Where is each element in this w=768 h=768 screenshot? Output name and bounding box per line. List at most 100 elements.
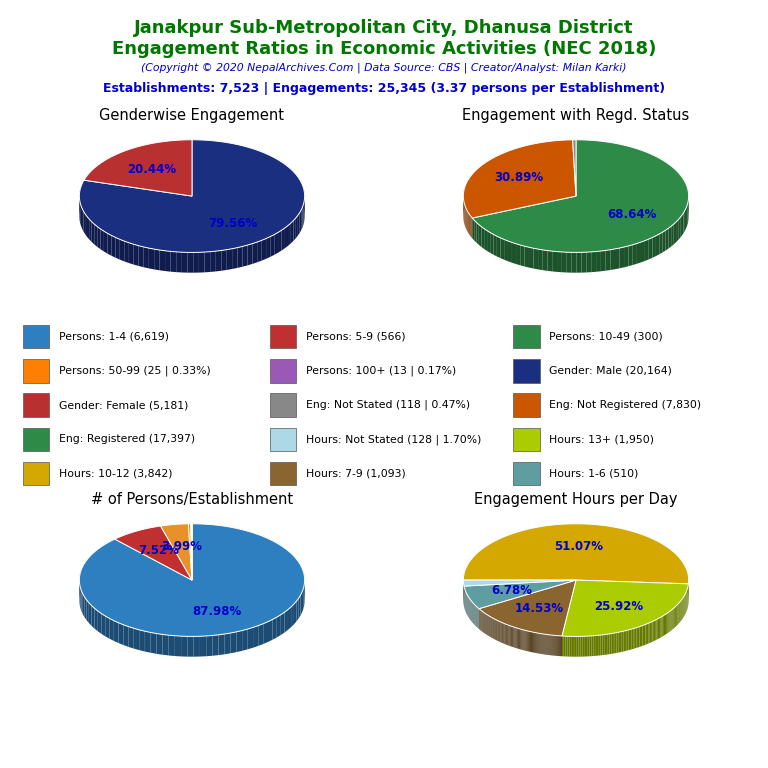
Polygon shape (677, 604, 678, 624)
Polygon shape (276, 614, 281, 637)
Polygon shape (242, 629, 248, 650)
Polygon shape (668, 611, 670, 633)
Polygon shape (561, 636, 562, 656)
Polygon shape (638, 627, 640, 647)
Polygon shape (128, 627, 134, 648)
Polygon shape (478, 224, 482, 247)
Polygon shape (581, 252, 586, 273)
Polygon shape (258, 624, 263, 646)
Polygon shape (569, 637, 571, 657)
Polygon shape (284, 610, 288, 633)
Polygon shape (640, 626, 641, 647)
Polygon shape (293, 218, 296, 241)
Polygon shape (553, 635, 554, 656)
Polygon shape (509, 625, 510, 646)
Polygon shape (213, 635, 219, 656)
FancyBboxPatch shape (270, 359, 296, 382)
Polygon shape (262, 239, 266, 260)
Polygon shape (479, 580, 576, 636)
Polygon shape (81, 206, 82, 229)
Polygon shape (94, 224, 98, 247)
Polygon shape (653, 236, 656, 258)
Polygon shape (514, 627, 515, 647)
Polygon shape (101, 614, 105, 637)
Polygon shape (108, 233, 111, 256)
Polygon shape (282, 228, 285, 250)
Polygon shape (149, 248, 154, 270)
Polygon shape (219, 634, 224, 655)
Polygon shape (120, 240, 124, 261)
Polygon shape (502, 623, 503, 644)
Polygon shape (463, 524, 689, 584)
Text: Eng: Not Registered (7,830): Eng: Not Registered (7,830) (549, 400, 701, 410)
Polygon shape (525, 247, 529, 267)
Polygon shape (134, 244, 138, 266)
Polygon shape (568, 636, 569, 657)
Polygon shape (85, 214, 87, 237)
Polygon shape (625, 631, 627, 651)
Polygon shape (586, 636, 588, 657)
Polygon shape (599, 635, 601, 656)
Polygon shape (666, 228, 668, 250)
Polygon shape (299, 595, 300, 618)
Polygon shape (507, 624, 508, 645)
Polygon shape (631, 628, 634, 649)
Polygon shape (84, 211, 85, 234)
Polygon shape (602, 634, 604, 655)
Polygon shape (666, 613, 667, 634)
Polygon shape (672, 608, 674, 630)
Polygon shape (540, 634, 541, 654)
Polygon shape (588, 636, 590, 657)
Polygon shape (487, 230, 490, 253)
Polygon shape (518, 628, 519, 649)
Polygon shape (620, 631, 622, 652)
Text: Gender: Female (5,181): Gender: Female (5,181) (59, 400, 188, 410)
Polygon shape (651, 621, 653, 642)
Polygon shape (641, 240, 645, 263)
FancyBboxPatch shape (270, 393, 296, 417)
Polygon shape (684, 210, 685, 233)
Polygon shape (615, 633, 617, 654)
Text: 14.53%: 14.53% (515, 602, 564, 615)
Polygon shape (500, 621, 501, 642)
Polygon shape (109, 618, 114, 641)
Polygon shape (161, 524, 192, 580)
Polygon shape (618, 632, 620, 653)
Polygon shape (560, 636, 561, 656)
Polygon shape (557, 636, 558, 656)
Polygon shape (475, 220, 476, 243)
Polygon shape (124, 624, 128, 647)
Polygon shape (111, 236, 115, 258)
Polygon shape (513, 627, 514, 647)
Polygon shape (194, 253, 199, 273)
Polygon shape (548, 250, 552, 271)
Polygon shape (611, 249, 615, 270)
Polygon shape (200, 636, 206, 657)
Polygon shape (634, 628, 635, 649)
Polygon shape (508, 241, 512, 263)
Polygon shape (630, 629, 631, 650)
Polygon shape (216, 250, 221, 271)
Polygon shape (538, 249, 543, 270)
Polygon shape (534, 632, 535, 653)
Polygon shape (294, 601, 296, 624)
Polygon shape (657, 618, 659, 639)
Polygon shape (656, 234, 659, 256)
Polygon shape (665, 614, 666, 635)
Polygon shape (674, 607, 675, 628)
Polygon shape (557, 252, 562, 272)
Polygon shape (181, 636, 187, 657)
Polygon shape (253, 242, 257, 264)
Polygon shape (298, 213, 300, 236)
Polygon shape (118, 623, 124, 645)
Text: Hours: 1-6 (510): Hours: 1-6 (510) (549, 468, 638, 478)
Polygon shape (463, 580, 576, 586)
Polygon shape (291, 220, 293, 243)
Text: Persons: 5-9 (566): Persons: 5-9 (566) (306, 332, 406, 342)
Text: 25.92%: 25.92% (594, 600, 644, 613)
Polygon shape (91, 222, 94, 244)
Polygon shape (667, 612, 668, 634)
Text: 3.99%: 3.99% (161, 540, 202, 553)
Polygon shape (145, 631, 151, 653)
Polygon shape (545, 634, 546, 654)
